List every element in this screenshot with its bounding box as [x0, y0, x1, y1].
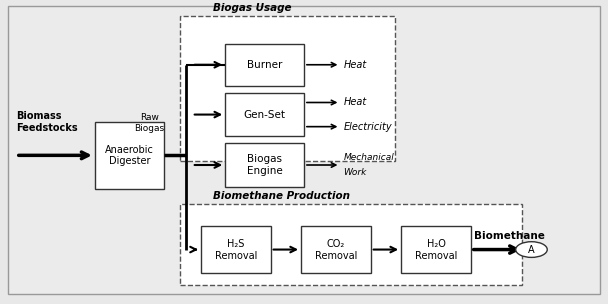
Bar [179, 16, 395, 161]
FancyBboxPatch shape [225, 43, 304, 86]
FancyBboxPatch shape [225, 93, 304, 136]
FancyBboxPatch shape [301, 226, 371, 273]
Text: Biogas
Engine: Biogas Engine [247, 154, 283, 176]
Text: Electricity: Electricity [344, 122, 392, 132]
Text: Gen-Set: Gen-Set [244, 109, 286, 119]
Circle shape [516, 242, 547, 257]
Text: H₂O
Removal: H₂O Removal [415, 239, 457, 261]
Text: Raw
Biogas: Raw Biogas [134, 113, 164, 133]
FancyBboxPatch shape [95, 122, 165, 188]
Text: Biomethane Production: Biomethane Production [213, 191, 350, 201]
Text: Mechanical: Mechanical [344, 153, 394, 162]
Text: Anaerobic
Digester: Anaerobic Digester [105, 144, 154, 166]
FancyBboxPatch shape [225, 143, 304, 187]
Text: A: A [528, 244, 535, 254]
Text: Work: Work [344, 168, 367, 177]
Text: Heat: Heat [344, 98, 367, 108]
Text: Burner: Burner [247, 60, 282, 70]
Text: Heat: Heat [344, 60, 367, 70]
FancyBboxPatch shape [201, 226, 271, 273]
Text: H₂S
Removal: H₂S Removal [215, 239, 257, 261]
Text: Biomass
Feedstocks: Biomass Feedstocks [16, 111, 77, 133]
Text: CO₂
Removal: CO₂ Removal [315, 239, 357, 261]
Bar [179, 204, 522, 285]
FancyBboxPatch shape [401, 226, 471, 273]
Text: Biogas Usage: Biogas Usage [213, 3, 291, 13]
Text: Biomethane: Biomethane [474, 231, 545, 241]
